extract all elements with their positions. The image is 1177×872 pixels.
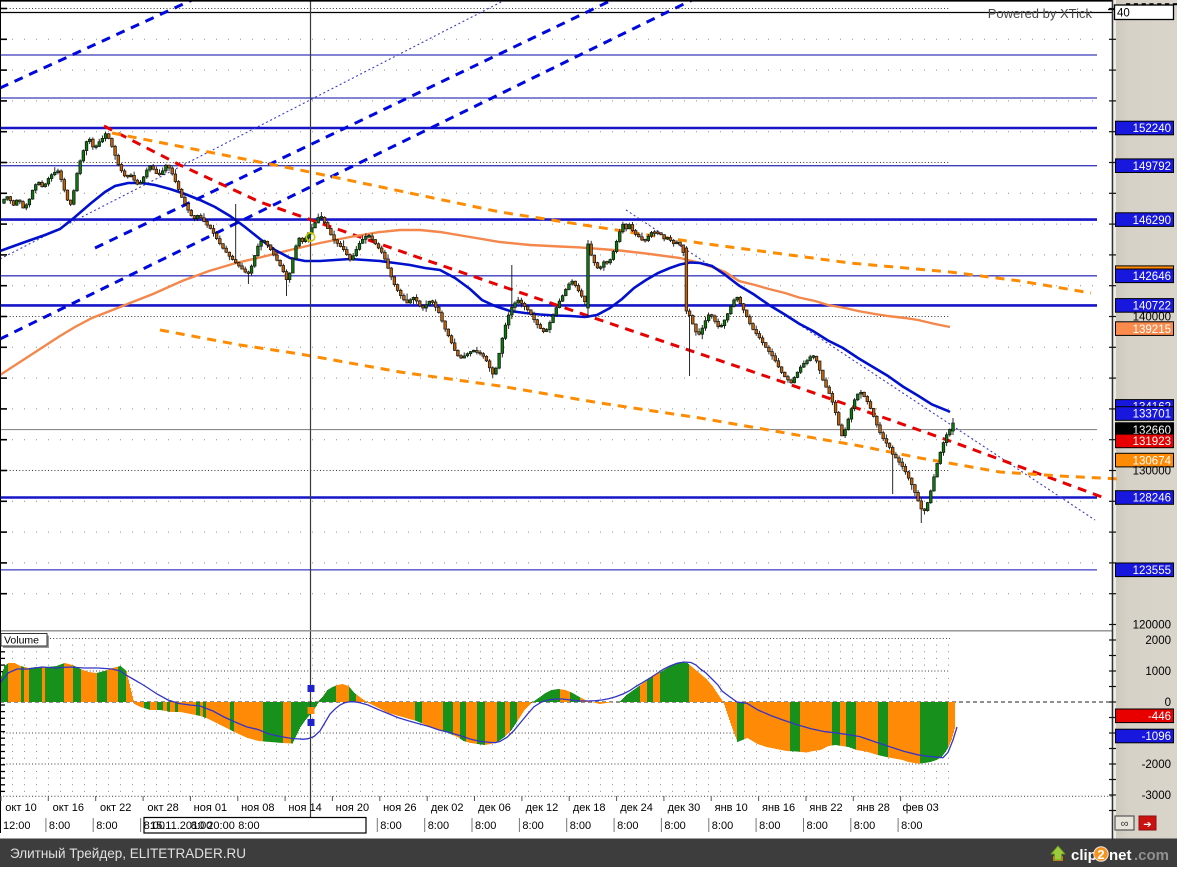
svg-text:1000: 1000 [1145, 666, 1171, 678]
svg-text:янв 22: янв 22 [809, 802, 842, 814]
svg-text:ноя 14: ноя 14 [288, 802, 321, 814]
svg-text:Элитный Трейдер, ELITETRADER.R: Элитный Трейдер, ELITETRADER.RU [10, 846, 246, 861]
svg-text:8:00: 8:00 [570, 820, 591, 832]
svg-text:8:00: 8:00 [664, 820, 685, 832]
svg-text:ноя 26: ноя 26 [383, 802, 416, 814]
svg-text:8:00: 8:00 [712, 820, 733, 832]
svg-text:8:00: 8:00 [475, 820, 496, 832]
svg-text:дек 18: дек 18 [573, 802, 606, 814]
svg-text:ноя 08: ноя 08 [241, 802, 274, 814]
svg-text:8:00: 8:00 [617, 820, 638, 832]
svg-text:окт 16: окт 16 [53, 802, 84, 814]
svg-text:130000: 130000 [1133, 466, 1171, 478]
svg-text:8:00: 8:00 [428, 820, 449, 832]
svg-text:дек 12: дек 12 [526, 802, 559, 814]
svg-text:-446: -446 [1148, 711, 1171, 723]
svg-text:дек 06: дек 06 [478, 802, 511, 814]
svg-text:8:00: 8:00 [807, 820, 828, 832]
svg-text:янв 16: янв 16 [762, 802, 795, 814]
svg-text:8:00: 8:00 [759, 820, 780, 832]
svg-text:131923: 131923 [1133, 436, 1171, 448]
svg-text:8:00: 8:00 [522, 820, 543, 832]
svg-text:окт 22: окт 22 [100, 802, 131, 814]
svg-text:146290: 146290 [1133, 215, 1171, 227]
svg-text:149792: 149792 [1133, 161, 1171, 173]
svg-text:8:00: 8:00 [238, 820, 259, 832]
svg-text:133701: 133701 [1133, 409, 1171, 421]
svg-text:дек 02: дек 02 [431, 802, 464, 814]
svg-text:-1096: -1096 [1142, 731, 1171, 743]
svg-text:142646: 142646 [1133, 271, 1171, 283]
svg-text:2: 2 [1097, 847, 1104, 862]
svg-text:128246: 128246 [1133, 493, 1171, 505]
svg-text:8:00: 8:00 [901, 820, 922, 832]
svg-text:∞: ∞ [1121, 818, 1129, 830]
svg-text:Powered by XTick: Powered by XTick [988, 6, 1093, 21]
svg-text:окт 10: окт 10 [5, 802, 36, 814]
svg-text:фев 03: фев 03 [902, 802, 938, 814]
svg-text:12:00: 12:00 [3, 820, 31, 832]
svg-text:123555: 123555 [1133, 565, 1171, 577]
svg-text:ноя 20: ноя 20 [336, 802, 369, 814]
svg-text:➔: ➔ [1143, 820, 1151, 831]
svg-text:дек 24: дек 24 [620, 802, 653, 814]
svg-text:2000: 2000 [1145, 635, 1171, 647]
svg-text:net: net [1109, 847, 1132, 864]
svg-text:8:00: 8:00 [96, 820, 117, 832]
svg-text:окт 28: окт 28 [147, 802, 178, 814]
svg-text:янв 10: янв 10 [715, 802, 748, 814]
svg-text:139215: 139215 [1133, 324, 1171, 336]
svg-text:.com: .com [1134, 847, 1169, 864]
svg-text:120000: 120000 [1133, 620, 1171, 632]
svg-text:8:00: 8:00 [380, 820, 401, 832]
svg-text:8:00: 8:00 [854, 820, 875, 832]
svg-text:ноя 01: ноя 01 [194, 802, 227, 814]
svg-text:0: 0 [1165, 697, 1171, 709]
svg-text:янв 28: янв 28 [857, 802, 890, 814]
svg-text:-3000: -3000 [1142, 790, 1171, 802]
svg-text:40: 40 [1117, 8, 1130, 20]
svg-text:152240: 152240 [1133, 123, 1171, 135]
svg-text:clip: clip [1071, 847, 1097, 864]
svg-text:15.11.2010 20:00: 15.11.2010 20:00 [150, 820, 235, 832]
svg-text:Volume: Volume [4, 635, 39, 647]
svg-text:дек 30: дек 30 [668, 802, 701, 814]
svg-text:8:00: 8:00 [49, 820, 70, 832]
svg-text:-2000: -2000 [1142, 759, 1171, 771]
